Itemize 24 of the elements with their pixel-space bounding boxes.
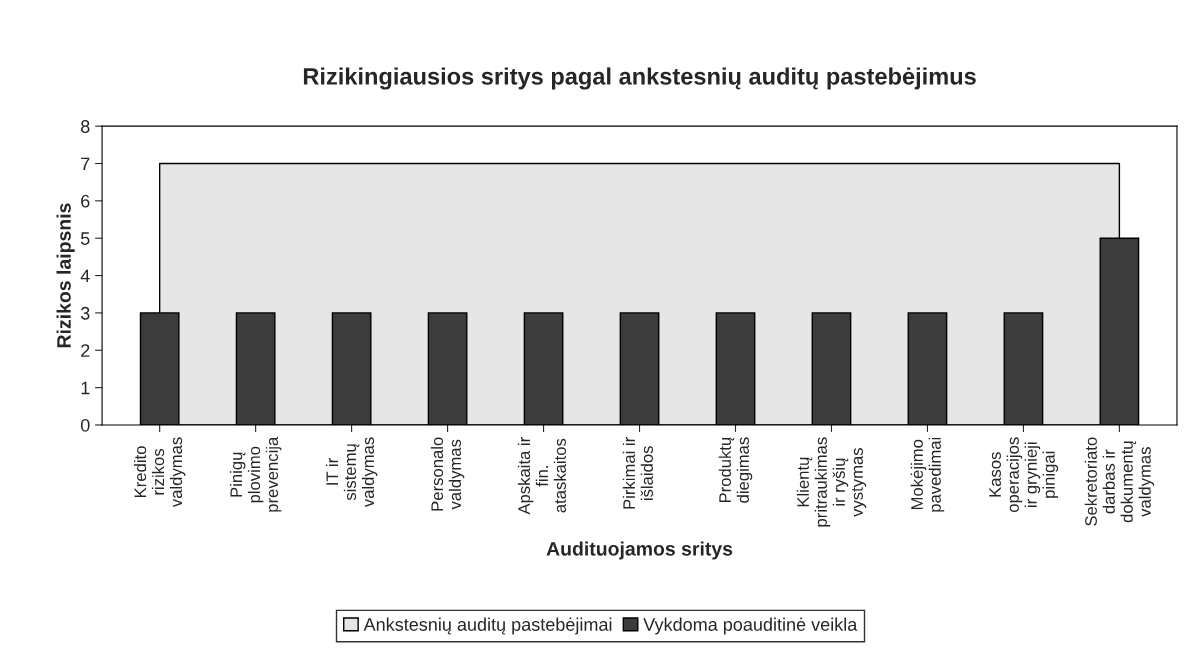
x-tick-label: IT ir sistemų valdymas — [325, 437, 378, 508]
y-tick-label: 1 — [81, 381, 90, 395]
x-tick-label: Klientų pritraukimas ir ryšių vystymas — [796, 437, 867, 527]
y-tick-label: 4 — [80, 269, 90, 283]
y-axis-title: Rizikos laipsnis — [56, 203, 75, 348]
x-tick-label: Personalo valdymas — [430, 437, 465, 511]
y-tick-label: 7 — [81, 157, 90, 171]
x-tick-label: Pinigų plovimo prevencija — [229, 436, 282, 512]
x-tick-label: Apskaita ir fin. ataskaitos — [517, 437, 566, 515]
x-tick-label: Mokėjimo pavedimai — [910, 437, 945, 512]
y-tick-label: 5 — [80, 232, 90, 245]
x-tick-label: Kasos operacijos ir grynieji pinigai — [989, 437, 1059, 513]
y-tick-label: 0 — [80, 418, 90, 432]
y-tick-label: 3 — [80, 306, 90, 320]
y-tick-label: 8 — [81, 120, 90, 133]
y-tick-label: 2 — [81, 344, 90, 357]
legend-label: Vykdoma poauditinė veikla — [643, 617, 858, 635]
legend-label: Ankstesnių auditų pastebėjimai — [363, 617, 612, 635]
x-tick-label: Pirkimai ir išlaidos — [622, 437, 653, 509]
x-tick-label: Produktų diegimas — [718, 437, 753, 503]
y-tick-label: 6 — [81, 194, 90, 208]
chart-title: Rizikingiausios sritys pagal ankstesnių auditų pastebėjimus — [303, 67, 976, 90]
x-tick-label: Kredito rizikos valdymas — [133, 437, 186, 508]
x-axis-title: Audituojamos sritys — [546, 541, 733, 560]
